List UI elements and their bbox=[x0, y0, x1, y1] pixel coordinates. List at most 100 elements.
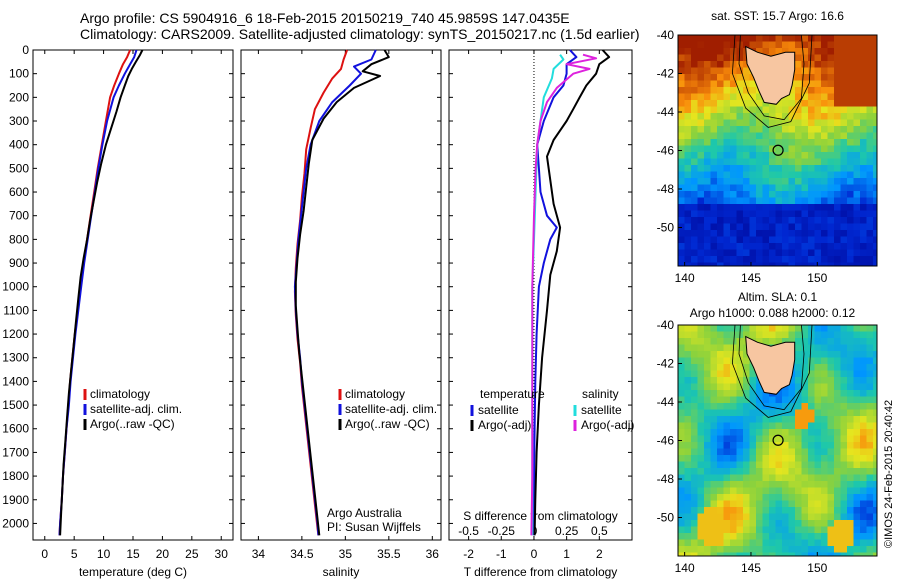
ytick-label: 900 bbox=[9, 256, 29, 270]
land-tasmania bbox=[745, 45, 796, 105]
ytick-label: 100 bbox=[9, 67, 29, 81]
xtick-label: 35.5 bbox=[377, 547, 401, 561]
xtick-label: 2 bbox=[596, 547, 603, 561]
map-ytick-label: -40 bbox=[657, 28, 675, 42]
x2-axis-label: S difference from climatology bbox=[463, 509, 618, 523]
series-line bbox=[59, 49, 144, 536]
xtick-label: -2 bbox=[463, 547, 474, 561]
map-xtick-label: 150 bbox=[807, 561, 827, 575]
depth-contour bbox=[731, 34, 813, 128]
ytick-label: 1600 bbox=[2, 422, 29, 436]
xtick-label: 0 bbox=[41, 547, 48, 561]
depth-contour bbox=[731, 324, 813, 418]
legend-entry: climatology bbox=[90, 387, 150, 401]
land-tasmania bbox=[745, 335, 796, 395]
x2tick-label: 0.5 bbox=[591, 524, 608, 538]
argo-location-marker bbox=[772, 434, 784, 446]
map-ytick-label: -44 bbox=[657, 105, 675, 119]
series-line bbox=[533, 49, 611, 536]
xtick-label: 36 bbox=[426, 547, 440, 561]
ytick-label: 300 bbox=[9, 114, 29, 128]
xtick-label: 25 bbox=[185, 547, 199, 561]
map-ytick-label: -44 bbox=[657, 395, 675, 409]
map-xtick-label: 140 bbox=[675, 561, 695, 575]
ytick-label: 1800 bbox=[2, 469, 29, 483]
ytick-label: 1200 bbox=[2, 327, 29, 341]
legend-title: salinity bbox=[582, 387, 619, 401]
map-field-sst_map bbox=[678, 35, 877, 266]
depth-contour bbox=[738, 324, 805, 411]
map-xtick-label: 145 bbox=[741, 271, 761, 285]
map-xtick-label: 140 bbox=[675, 271, 695, 285]
series-line bbox=[294, 49, 390, 536]
ytick-label: 200 bbox=[9, 90, 29, 104]
legend-entry: climatology bbox=[345, 387, 405, 401]
ytick-label: 400 bbox=[9, 138, 29, 152]
x-axis-label: T difference from climatology bbox=[464, 565, 618, 579]
xtick-label: 1 bbox=[563, 547, 570, 561]
x-axis-label: temperature (deg C) bbox=[79, 565, 187, 579]
x-axis-label: salinity bbox=[323, 565, 360, 579]
map-ytick-label: -40 bbox=[657, 318, 675, 332]
annotation-line: Argo Australia bbox=[327, 506, 402, 520]
ytick-label: 1500 bbox=[2, 398, 29, 412]
xtick-label: 0 bbox=[531, 547, 538, 561]
legend-entry: Argo(-adj) bbox=[581, 418, 634, 432]
ytick-label: 500 bbox=[9, 161, 29, 175]
axes-frame-salinity bbox=[240, 49, 442, 541]
ytick-label: 0 bbox=[22, 43, 29, 57]
map-ytick-label: -42 bbox=[657, 357, 675, 371]
plot-title-line2: Climatology: CARS2009. Satellite-adjuste… bbox=[80, 26, 640, 42]
ytick-label: 2000 bbox=[2, 516, 29, 530]
series-line bbox=[530, 53, 598, 536]
xtick-label: 20 bbox=[156, 547, 170, 561]
xtick-label: 34.5 bbox=[290, 547, 314, 561]
map-title: sat. SST: 15.7 Argo: 16.6 bbox=[711, 9, 844, 23]
ytick-label: 1700 bbox=[2, 445, 29, 459]
xtick-label: 30 bbox=[215, 547, 229, 561]
depth-contour bbox=[738, 34, 805, 121]
ytick-label: 800 bbox=[9, 232, 29, 246]
xtick-label: 35 bbox=[339, 547, 353, 561]
legend-entry: Argo(-adj) bbox=[478, 418, 531, 432]
plot-title-line1: Argo profile: CS 5904916_6 18-Feb-2015 2… bbox=[80, 10, 570, 26]
x2tick-label: 0.25 bbox=[555, 524, 579, 538]
annotation-line: PI: Susan Wijffels bbox=[327, 520, 421, 534]
xtick-label: 34 bbox=[252, 547, 266, 561]
legend-entry: Argo(..raw -QC) bbox=[90, 417, 175, 431]
map-ytick-label: -50 bbox=[657, 511, 675, 525]
map-title: Altim. SLA: 0.1 bbox=[738, 290, 818, 304]
ytick-label: 1100 bbox=[3, 303, 29, 317]
argo-location-marker bbox=[772, 144, 784, 156]
map-xtick-label: 150 bbox=[807, 271, 827, 285]
x2tick-label: -0.5 bbox=[458, 524, 479, 538]
legend-entry: Argo(..raw -QC) bbox=[345, 417, 430, 431]
map-ytick-label: -42 bbox=[657, 67, 675, 81]
xtick-label: 5 bbox=[71, 547, 78, 561]
legend-entry: satellite bbox=[581, 403, 622, 417]
series-line bbox=[533, 49, 578, 536]
map-title: Argo h1000: 0.088 h2000: 0.12 bbox=[690, 306, 856, 320]
ytick-label: 700 bbox=[9, 209, 29, 223]
legend-entry: satellite-adj. clim. bbox=[90, 402, 182, 416]
ytick-label: 1300 bbox=[2, 351, 29, 365]
xtick-label: 15 bbox=[126, 547, 140, 561]
map-xtick-label: 145 bbox=[741, 561, 761, 575]
xtick-label: 10 bbox=[97, 547, 111, 561]
credit-label: ©IMOS 24-Feb-2015 20:40:42 bbox=[883, 400, 895, 548]
x2tick-label: -0.25 bbox=[488, 524, 516, 538]
map-ytick-label: -48 bbox=[657, 472, 675, 486]
map-ytick-label: -46 bbox=[657, 434, 675, 448]
legend-title: temperature bbox=[480, 387, 545, 401]
ytick-label: 1400 bbox=[2, 374, 29, 388]
ytick-label: 1900 bbox=[2, 493, 29, 507]
legend-entry: satellite bbox=[478, 403, 519, 417]
map-ytick-label: -48 bbox=[657, 182, 675, 196]
map-ytick-label: -46 bbox=[657, 144, 675, 158]
axes-frame-temperature bbox=[32, 49, 234, 541]
xtick-label: -1 bbox=[496, 547, 507, 561]
ytick-label: 600 bbox=[9, 185, 29, 199]
legend-entry: satellite-adj. clim. bbox=[345, 402, 437, 416]
map-ytick-label: -50 bbox=[657, 221, 675, 235]
